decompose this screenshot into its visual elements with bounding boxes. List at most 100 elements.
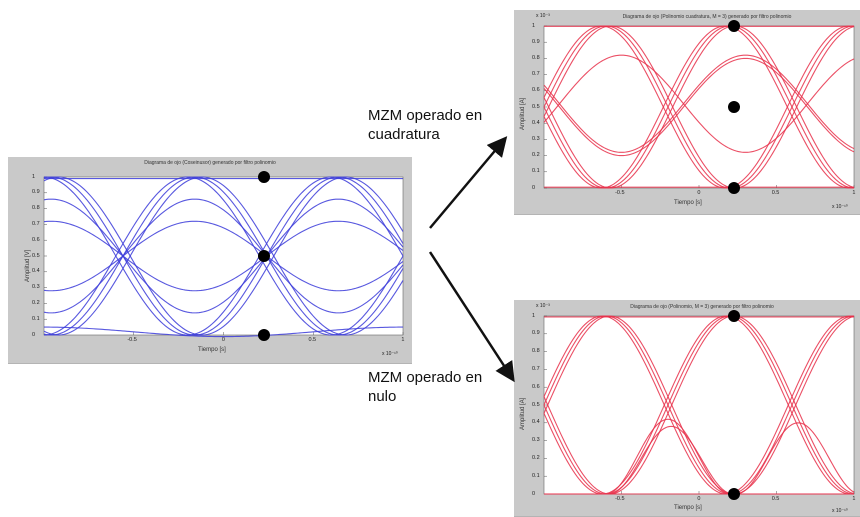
sampling-point-marker: [258, 250, 270, 262]
null-eye-diagram-plot: [543, 310, 855, 500]
y-tick-label: 0.4: [532, 419, 540, 426]
arrow-to-null: [428, 251, 515, 383]
eye-trace: [43, 220, 404, 292]
y-tick-label: 0.6: [32, 236, 40, 243]
left-panel-title: Diagrama de ojo (Coseinusor) generado po…: [144, 160, 276, 166]
x-tick-label: 0.5: [771, 496, 780, 502]
y-tick-label: 0.9: [32, 189, 40, 196]
eye-trace: [43, 176, 404, 336]
y-tick-label: 0.4: [532, 119, 540, 126]
y-tick-label: 0: [532, 184, 536, 191]
eye-trace: [44, 326, 403, 338]
null-y-axis-label: Amplitud [A]: [520, 397, 526, 430]
plot-area: [543, 315, 855, 495]
y-tick-label: 1: [32, 173, 36, 180]
y-tick-label: 0: [532, 490, 536, 497]
x-tick-label: 0: [697, 496, 701, 502]
quadrature-y-axis-label: Amplitud [A]: [520, 97, 526, 130]
y-tick-label: 0.5: [532, 401, 540, 408]
x-tick-label: 0.5: [771, 190, 780, 196]
y-tick-label: 0.5: [532, 103, 540, 110]
x-tick-label: 0: [697, 190, 701, 196]
eye-trace: [543, 315, 855, 495]
y-tick-label: 0.9: [532, 38, 540, 45]
eye-trace: [543, 25, 855, 189]
sampling-point-marker: [728, 310, 740, 322]
sampling-point-marker: [258, 329, 270, 341]
left-eye-diagram-panel: Diagrama de ojo (Coseinusor) generado po…: [8, 157, 412, 364]
x-tick-label: -0.5: [615, 496, 625, 502]
y-tick-label: 0.1: [32, 315, 40, 322]
y-tick-label: 0.3: [532, 437, 540, 444]
eye-trace: [543, 54, 855, 153]
quadrature-eye-diagram-plot: [543, 20, 855, 194]
x-tick-label: 0: [221, 337, 225, 343]
eye-trace: [543, 315, 855, 495]
y-tick-label: 1: [532, 22, 536, 29]
eye-trace: [543, 315, 855, 495]
quadrature-eye-diagram-panel: Diagrama de ojo (Polinomio cuadratura, M…: [514, 10, 860, 215]
sampling-point-marker: [728, 20, 740, 32]
y-tick-label: 0: [32, 331, 36, 338]
left-x-axis-label: Tiempo [s]: [198, 347, 226, 353]
eye-trace: [543, 25, 855, 189]
y-tick-label: 0.3: [32, 284, 40, 291]
sampling-point-marker: [258, 171, 270, 183]
y-tick-label: 0.3: [532, 135, 540, 142]
plot-area: [43, 176, 404, 336]
x-tick-label: 1: [852, 190, 856, 196]
y-tick-label: 0.2: [532, 454, 540, 461]
null-eye-diagram-panel: Diagrama de ojo (Polinomio, M = 3) gener…: [514, 300, 860, 517]
eye-trace: [543, 315, 855, 495]
null-x-exponent: x 10⁻¹⁰: [832, 508, 848, 514]
y-tick-label: 0.1: [532, 168, 540, 175]
caption-quadrature: MZM operado en cuadratura: [368, 107, 483, 143]
y-tick-label: 0.9: [532, 330, 540, 337]
sampling-point-marker: [728, 488, 740, 500]
y-tick-label: 0.7: [532, 365, 540, 372]
y-tick-label: 0.7: [32, 220, 40, 227]
eye-trace: [543, 57, 855, 157]
x-tick-label: 1: [852, 496, 856, 502]
y-tick-label: 0.6: [532, 383, 540, 390]
x-tick-label: -0.5: [127, 337, 137, 343]
y-tick-label: 1: [532, 312, 536, 319]
plot-area: [543, 25, 855, 189]
eye-trace: [543, 25, 855, 189]
y-tick-label: 0.2: [532, 152, 540, 159]
quadrature-y-exponent: x 10⁻³: [536, 13, 550, 19]
y-tick-label: 0.8: [32, 205, 40, 212]
eye-trace: [43, 198, 404, 314]
left-x-exponent: x 10⁻¹⁰: [382, 351, 398, 357]
eye-trace: [43, 176, 404, 336]
eye-trace: [543, 315, 855, 495]
y-tick-label: 0.8: [532, 54, 540, 61]
left-y-axis-label: Amplitud [V]: [25, 249, 31, 282]
eye-trace: [43, 198, 404, 314]
x-tick-label: -0.5: [615, 190, 625, 196]
sampling-point-marker: [728, 101, 740, 113]
quadrature-panel-title: Diagrama de ojo (Polinomio cuadratura, M…: [622, 14, 792, 20]
y-tick-label: 0.5: [32, 252, 40, 259]
sampling-point-marker: [728, 182, 740, 194]
y-tick-label: 0.7: [532, 71, 540, 78]
x-tick-label: 0.5: [308, 337, 317, 343]
eye-trace: [544, 425, 854, 495]
eye-trace: [43, 176, 404, 336]
y-tick-label: 0.8: [532, 348, 540, 355]
y-tick-label: 0.1: [532, 472, 540, 479]
eye-trace: [543, 25, 855, 189]
left-eye-diagram-plot: [43, 171, 404, 341]
y-tick-label: 0.4: [32, 268, 40, 275]
arrow-to-quadrature: [429, 136, 508, 229]
caption-null: MZM operado en nulo: [368, 369, 483, 405]
eye-trace: [43, 176, 404, 336]
null-y-exponent: x 10⁻³: [536, 303, 550, 309]
quadrature-x-exponent: x 10⁻¹⁰: [832, 204, 848, 210]
x-tick-label: 1: [401, 337, 405, 343]
eye-trace: [43, 220, 404, 292]
eye-trace: [543, 54, 855, 153]
y-tick-label: 0.6: [532, 87, 540, 94]
null-panel-title: Diagrama de ojo (Polinomio, M = 3) gener…: [630, 304, 774, 310]
null-x-axis-label: Tiempo [s]: [674, 505, 702, 511]
